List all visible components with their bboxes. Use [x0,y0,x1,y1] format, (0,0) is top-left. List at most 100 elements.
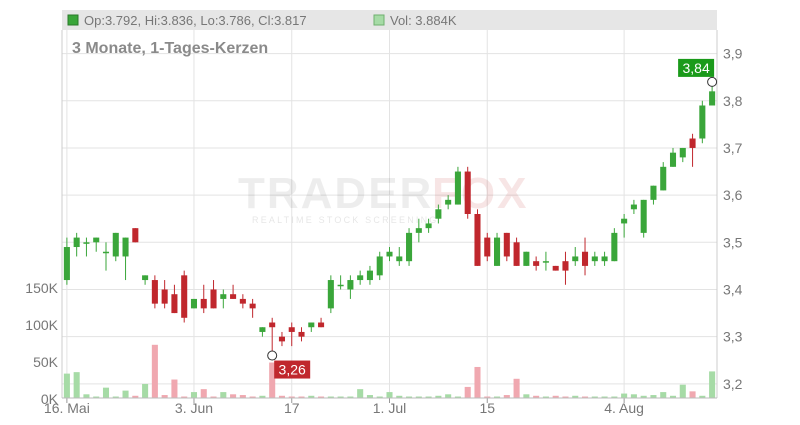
candle-body [679,147,686,158]
volume-bar [220,392,227,398]
high-marker-badge [678,58,715,77]
candle-body [210,289,217,309]
candle-body [249,303,256,309]
volume-tick-label: 150K [25,280,58,296]
axes: 3,2 3,3 3,4 3,5 3,6 3,7 3,8 3,9 0K 50K 100K 150K 16.… [25,30,743,416]
volume-bar [73,372,80,398]
candle-body [660,166,667,191]
price-tick-label: 3,6 [723,187,743,203]
candle-body [406,232,413,262]
candle-body [357,275,364,281]
volume-bar [151,344,158,398]
candle-body [552,265,559,271]
volume-bar [533,395,540,398]
volume-bar [308,395,315,398]
low-marker-label: 3,26 [279,362,306,378]
volume-bar [660,392,667,398]
candle-body [132,228,139,243]
low-marker-badge [274,360,311,379]
candle-body [288,327,295,332]
candle-body [278,336,285,342]
price-tick-label: 3,7 [723,140,743,156]
volume-bar [611,396,618,398]
volume-bar [552,395,559,398]
candle-body [445,199,452,205]
candle-body [474,214,481,266]
volume-bar [396,395,403,398]
candle-body [494,237,501,266]
candle-body [269,322,276,328]
candle-body [689,138,696,148]
volume-bar [640,395,647,398]
volume-bar [523,394,530,398]
candle-body [337,284,344,287]
markers: 3,84 3,26 [267,58,718,379]
candle-body [669,152,677,167]
low-marker-point [267,350,278,361]
candle-body [435,209,442,219]
date-tick-label: 1. Jul [373,400,406,416]
candle-body [366,270,373,281]
candle-body [454,171,461,205]
candle-body [102,251,110,254]
volume-legend-icon [373,14,385,26]
volume-bar [562,396,569,398]
volume-readout: Vol: 3.884K [390,13,457,28]
watermark-tagline: REALTIME STOCK SCREENING [252,215,439,225]
volume-bar [278,395,285,398]
candle-body [621,218,628,224]
volume-bar [357,389,364,398]
candle-body [151,280,158,304]
volume-bar [474,366,481,398]
candle-body [484,237,491,257]
candle-body [181,275,188,318]
volume-bar [542,396,549,398]
candle-body [699,105,706,139]
date-tick-label: 3. Jun [175,400,213,416]
volume-tick-label: 0K [41,391,59,407]
volume-bar [689,391,696,398]
price-tick-label: 3,3 [723,329,743,345]
candle-body [601,256,608,262]
volume-bar [601,396,608,398]
volume-bar [318,396,325,398]
volume-bar [239,395,246,398]
volume-bar [503,395,510,398]
price-tick-label: 3,8 [723,93,743,109]
candle-body [73,237,80,248]
volume-bar [83,394,90,398]
candle-body [161,289,168,304]
candle-body [386,251,393,257]
candle-body [220,294,227,299]
candle-body [562,261,569,271]
watermark: TRADER FOX REALTIME STOCK SCREENING [238,169,526,225]
candle-body [611,232,618,262]
volume-bar [679,384,686,398]
candle-body [327,280,334,309]
volume-bar [200,389,207,398]
high-marker-point [707,76,718,87]
candle-body [122,237,129,257]
volume-bar [699,395,706,398]
candle-body [298,331,305,337]
candle-body [415,228,422,233]
candle-body [200,298,207,309]
volume-bar [190,392,198,398]
price-tick-label: 3,9 [723,46,743,62]
watermark-brand-a: TRADER [238,169,433,218]
candle-body [396,256,403,262]
volume-bar [494,396,501,398]
candle-body [523,251,530,266]
volume-bar [386,392,393,398]
candle-body [63,247,70,281]
candle-body [425,223,432,229]
price-tick-label: 3,4 [723,281,743,297]
candles [63,81,716,356]
candle-body [171,294,178,314]
candle-body [142,275,149,281]
volume-bar [288,396,295,398]
price-tick-label: 3,5 [723,234,743,250]
volume-bar [249,396,256,398]
